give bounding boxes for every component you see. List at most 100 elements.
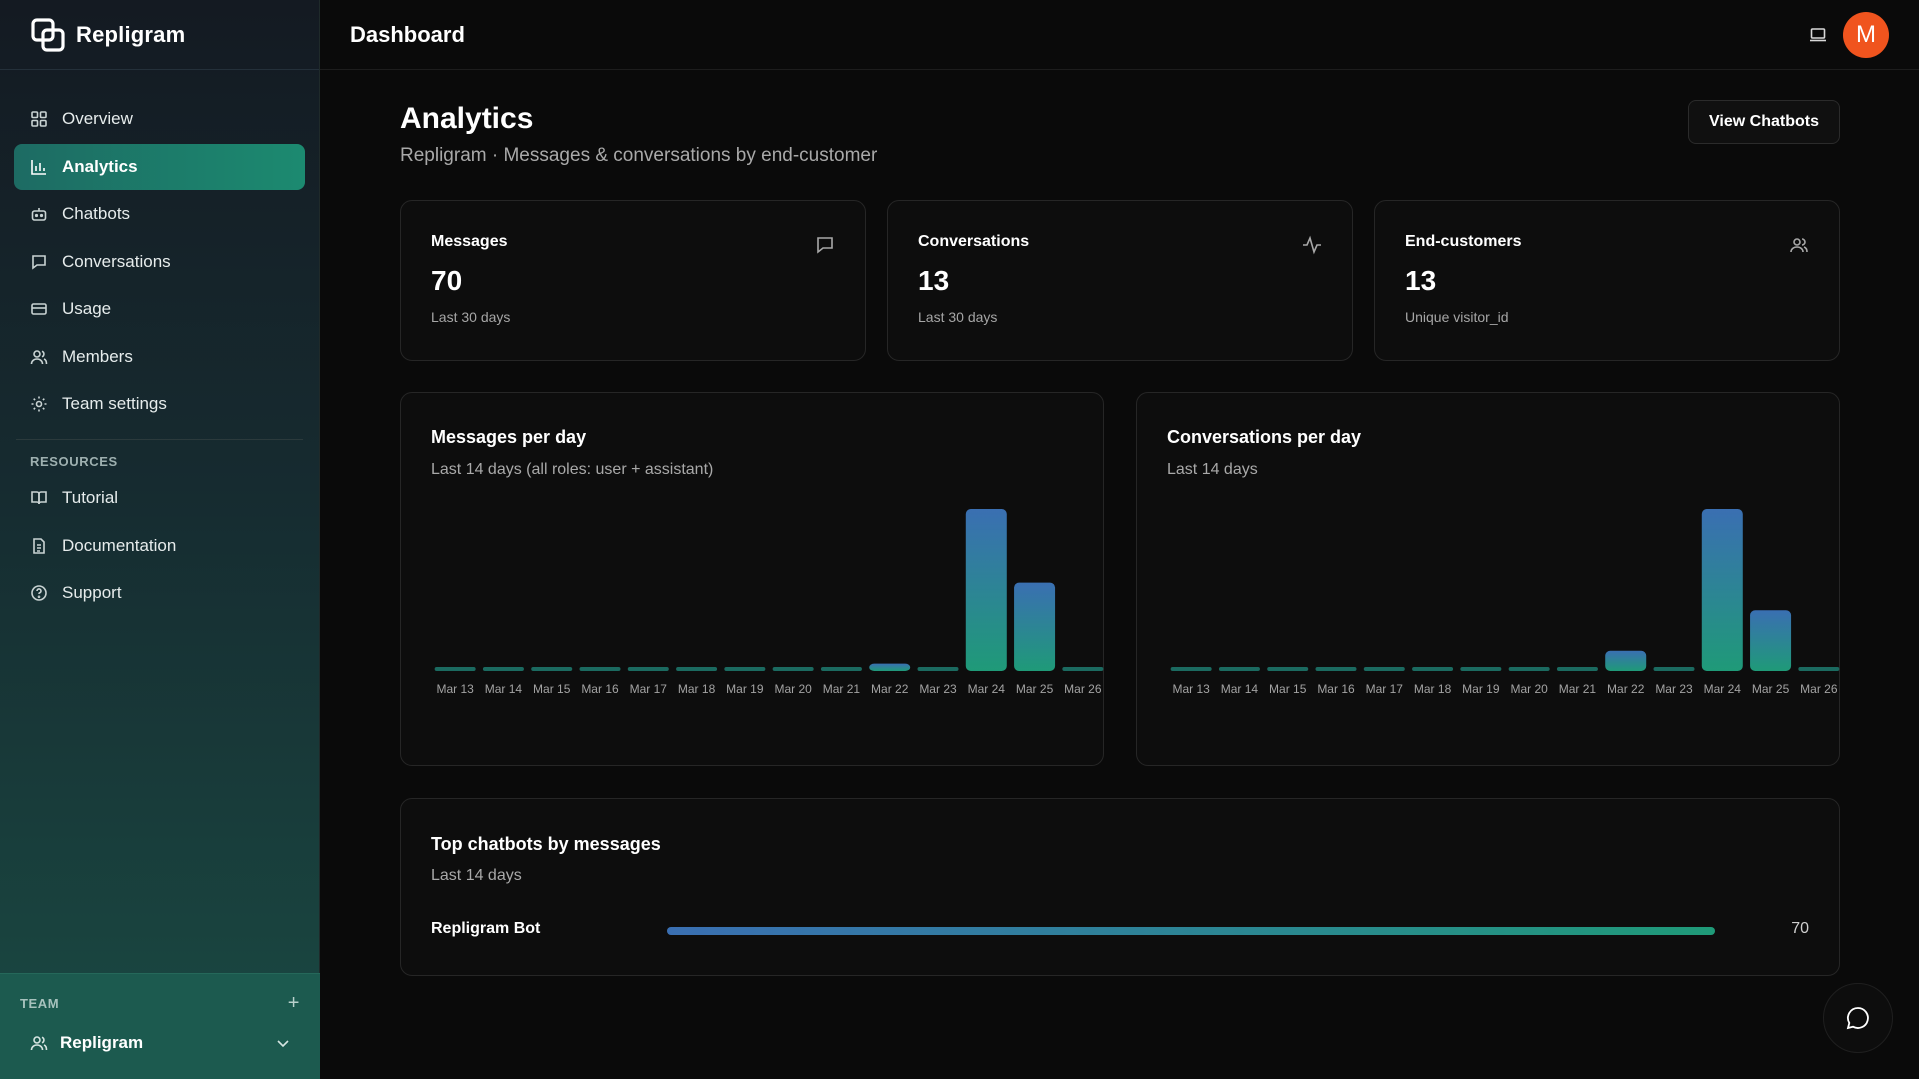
bar-mar-20 [772,667,814,671]
message-square-icon [32,254,46,270]
x-tick-label: Mar 14 [1221,682,1259,696]
avatar[interactable]: M [1843,12,1889,58]
x-tick-label: Mar 13 [436,682,474,696]
x-tick-label: Mar 23 [919,682,957,696]
conversations-per-day-card: Conversations per day Last 14 days Mar 1… [1136,392,1840,766]
help-circle-icon [31,585,47,601]
monitor-icon[interactable] [1809,26,1827,49]
chat-widget-button[interactable] [1823,983,1893,1053]
sidebar-item-team-settings[interactable]: Team settings [14,381,305,427]
messages-per-day-card: Messages per day Last 14 days (all roles… [400,392,1104,766]
sidebar-item-overview[interactable]: Overview [14,96,305,142]
bar-mar-26 [1798,667,1840,671]
sidebar-item-usage[interactable]: Usage [14,286,305,332]
resources-nav: Tutorial Documentation Support [0,475,319,616]
brand[interactable]: Repligram [0,0,319,70]
x-tick-label: Mar 21 [1559,682,1597,696]
sidebar-item-support[interactable]: Support [14,570,305,616]
bar-mar-26 [1062,667,1104,671]
team-switcher: TEAM + Repligram [0,973,320,1079]
chatbot-name: Repligram Bot [431,920,541,937]
sidebar-item-label: Support [62,583,122,602]
users-icon [30,349,48,364]
x-tick-label: Mar 22 [871,682,909,696]
sidebar-item-label: Members [62,346,133,366]
sidebar-item-tutorial[interactable]: Tutorial [14,475,305,521]
x-tick-label: Mar 15 [1269,682,1307,696]
stat-card-messages: Messages 70 Last 30 days [400,200,866,361]
bar-mar-14 [482,667,524,671]
stat-note: Last 30 days [918,309,998,325]
stat-label: End-customers [1405,233,1522,250]
topbar: Dashboard M [320,0,1919,70]
sidebar-item-analytics[interactable]: Analytics [14,143,305,190]
x-tick-label: Mar 19 [726,682,764,696]
stat-value: 13 [918,265,950,296]
repligram-logo-icon [30,17,66,53]
x-tick-label: Mar 26 [1064,682,1102,696]
add-team-button[interactable]: + [287,992,300,1014]
users-icon [1789,235,1809,260]
x-tick-label: Mar 18 [1414,682,1452,696]
sidebar-item-label: Analytics [62,156,138,176]
page-header-title: Dashboard [350,21,465,47]
credit-card-icon [31,303,47,315]
bar-mar-21 [820,667,862,671]
top-chatbots-subtitle: Last 14 days [431,867,522,884]
bar-mar-20 [1508,667,1550,671]
page-subtitle: Repligram · Messages & conversations by … [400,145,878,166]
sidebar-item-label: Team settings [62,394,167,413]
bar-mar-23 [917,667,959,671]
sidebar-item-members[interactable]: Members [14,334,305,380]
sidebar-item-label: Conversations [62,251,171,271]
x-tick-label: Mar 19 [1462,682,1500,696]
bar-mar-15 [1267,667,1309,671]
sidebar-item-documentation[interactable]: Documentation [14,523,305,569]
sidebar-item-label: Documentation [62,535,177,555]
bar-mar-17 [1363,667,1405,671]
bar-mar-16 [1315,667,1357,671]
bar-mar-25 [1014,582,1056,671]
bar-mar-13 [434,667,476,671]
activity-icon [1302,235,1322,260]
bar-mar-16 [579,667,621,671]
chart-subtitle: Last 14 days (all roles: user + assistan… [431,461,714,478]
grid-icon [31,111,47,127]
sidebar-item-conversations[interactable]: Conversations [14,239,305,285]
sidebar-item-label: Overview [62,109,133,128]
x-tick-label: Mar 15 [533,682,571,696]
team-name: Repligram [60,1033,144,1052]
x-tick-label: Mar 23 [1655,682,1693,696]
bar-mar-22 [1605,650,1647,671]
chatbot-bar-fill [667,927,1715,935]
stat-value: 13 [1405,265,1437,296]
resources-label: RESOURCES [30,454,118,469]
bar-mar-18 [1412,667,1454,671]
sidebar-item-label: Chatbots [62,204,131,223]
bar-mar-19 [1460,667,1502,671]
stat-card-end-customers: End-customers 13 Unique visitor_id [1374,200,1840,361]
users-icon [30,1036,48,1051]
messages-bar-chart: Mar 13 Mar 14 Mar 15 Mar 16 Mar 17 Mar 18 Mar … [434,509,1104,696]
x-tick-label: Mar 26 [1800,682,1838,696]
x-tick-label: Mar 18 [678,682,716,696]
team-select[interactable]: Repligram [20,1033,300,1053]
stat-note: Last 30 days [431,309,511,325]
x-tick-label: Mar 14 [485,682,523,696]
stat-label: Messages [431,233,508,250]
bar-chart-icon [31,159,46,175]
bar-mar-13 [1170,667,1212,671]
x-tick-label: Mar 22 [1607,682,1645,696]
top-chatbots-card: Top chatbots by messages Last 14 days Re… [400,798,1840,976]
bar-mar-22 [869,663,911,671]
x-tick-label: Mar 21 [823,682,861,696]
sidebar-item-chatbots[interactable]: Chatbots [14,191,305,237]
bar-mar-15 [531,667,573,671]
chat-bubble-icon [1846,1007,1869,1030]
bar-mar-14 [1218,667,1260,671]
bar-mar-24 [1701,509,1743,671]
stat-label: Conversations [918,233,1030,250]
sidebar: Repligram Overview Analytics Chatbots Co… [0,0,320,1079]
bar-mar-24 [965,509,1007,671]
view-chatbots-button[interactable]: View Chatbots [1688,100,1840,144]
